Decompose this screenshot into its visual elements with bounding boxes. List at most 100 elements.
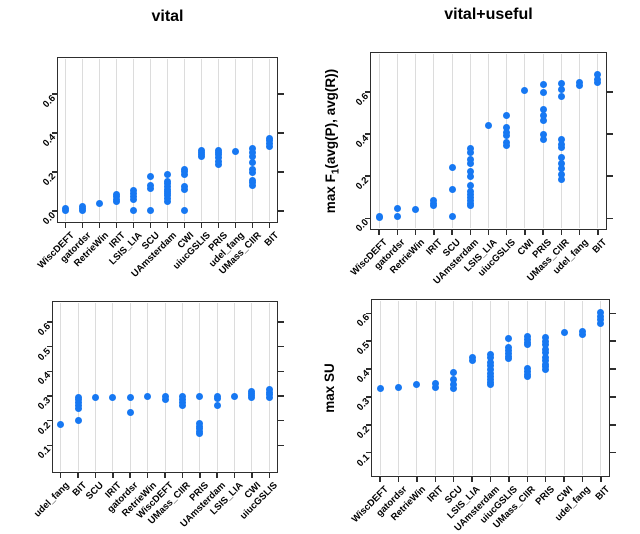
x-axis-tick (234, 223, 237, 228)
y-axis-tick (51, 210, 57, 213)
y-tick-label: 0.1 (354, 451, 372, 469)
y-tick-label: 0.5 (354, 340, 372, 358)
gridline (251, 303, 253, 471)
data-point (164, 170, 171, 178)
y-axis-tick (51, 93, 57, 95)
data-point (144, 393, 152, 401)
data-point (487, 373, 494, 381)
y-axis-tick (278, 419, 284, 422)
gridline (252, 59, 253, 221)
y-axis-tick (610, 368, 616, 370)
y-axis-tick (365, 368, 371, 370)
y-axis-tick (278, 345, 284, 348)
data-point (430, 197, 438, 204)
y-tick-label: 0.2 (354, 423, 372, 441)
data-point (147, 172, 154, 180)
data-point (74, 417, 82, 425)
x-axis-tick (487, 230, 490, 235)
data-point (161, 393, 169, 401)
data-point (181, 165, 188, 173)
gridline (471, 301, 473, 475)
data-point (96, 199, 103, 207)
data-point (539, 116, 547, 124)
y-axis-tick (278, 210, 284, 213)
data-point (466, 145, 474, 153)
data-point (557, 92, 565, 100)
x-axis-tick (508, 477, 510, 482)
gridline (77, 303, 79, 471)
y-axis-tick (610, 312, 616, 315)
data-point (594, 75, 602, 83)
data-point (487, 358, 494, 366)
data-point (450, 380, 458, 388)
data-point (130, 187, 137, 195)
chart-title-vital-useful: vital+useful (444, 6, 533, 23)
y-axis-tick (607, 133, 613, 135)
data-point (557, 141, 565, 149)
data-point (249, 153, 256, 161)
data-point (181, 206, 188, 214)
data-point (265, 386, 273, 394)
data-point (448, 212, 456, 220)
data-point (557, 86, 565, 94)
x-axis-tick (98, 223, 101, 228)
data-point (466, 167, 474, 175)
gridline (508, 301, 510, 475)
x-axis-tick (181, 473, 184, 478)
data-point (503, 128, 511, 136)
x-axis-tick (251, 473, 253, 478)
gridline (378, 54, 380, 228)
y-axis-tick (364, 175, 370, 178)
x-axis-tick (64, 223, 67, 228)
data-point (542, 345, 550, 353)
data-point (466, 155, 474, 163)
x-axis-tick (600, 477, 602, 482)
x-axis-tick (146, 473, 149, 478)
data-point (576, 79, 584, 87)
gridline (396, 54, 398, 228)
x-axis-tick (526, 477, 529, 482)
y-axis-tick (278, 132, 284, 134)
data-point (249, 165, 256, 173)
x-axis-tick (112, 473, 114, 478)
gridline (600, 301, 602, 475)
data-point (249, 158, 256, 166)
data-point (249, 145, 256, 153)
data-point (448, 164, 456, 172)
gridline (184, 59, 185, 221)
data-point (523, 365, 531, 373)
gridline (201, 59, 202, 221)
data-point (487, 351, 494, 359)
x-axis-tick (560, 230, 563, 235)
data-point (466, 148, 474, 156)
y-tick-label: 0.4 (354, 368, 372, 386)
chart-title-vital: vital (151, 8, 184, 25)
gridline (99, 59, 100, 221)
gridline (218, 59, 219, 221)
gridline (524, 54, 526, 228)
data-point (466, 160, 474, 168)
y-axis-tick (365, 451, 371, 454)
x-category-label: PRIS (533, 484, 557, 508)
x-axis-tick (378, 230, 380, 235)
x-axis-tick (544, 477, 547, 482)
gridline (167, 59, 168, 221)
gridline (581, 301, 583, 475)
data-point (413, 381, 421, 389)
data-point (542, 334, 550, 342)
gridline (82, 59, 83, 221)
data-point (213, 393, 221, 401)
gridline (65, 59, 66, 221)
x-axis-tick (164, 473, 166, 478)
gridline (235, 59, 236, 221)
data-point (181, 183, 188, 191)
data-point (431, 380, 439, 388)
x-axis-tick (59, 473, 62, 478)
data-point (578, 328, 586, 336)
data-point (560, 329, 568, 337)
data-point (178, 393, 186, 401)
data-point (597, 309, 605, 317)
x-axis-tick (597, 230, 599, 235)
x-axis-tick (268, 223, 271, 228)
